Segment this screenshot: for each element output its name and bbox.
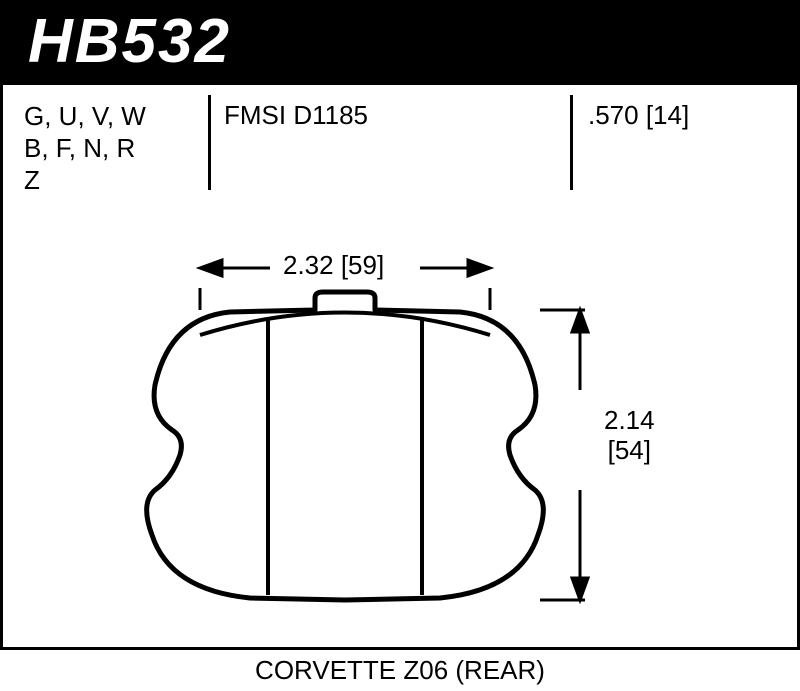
fmsi-column: FMSI D1185	[224, 100, 368, 131]
variants-column: G, U, V, W B, F, N, R Z	[24, 100, 146, 196]
product-label: CORVETTE Z06 (REAR)	[0, 655, 800, 686]
variants-line: Z	[24, 164, 146, 196]
thickness-column: .570 [14]	[588, 100, 689, 131]
column-divider-1	[208, 95, 211, 190]
variants-line: G, U, V, W	[24, 100, 146, 132]
height-dimension-arrows	[540, 310, 588, 600]
column-divider-2	[570, 95, 573, 190]
brake-pad-diagram	[140, 230, 660, 630]
variants-line: B, F, N, R	[24, 132, 146, 164]
pad-outline	[147, 292, 544, 600]
width-dimension-arrows	[200, 260, 490, 310]
part-number: HB532	[28, 6, 231, 77]
